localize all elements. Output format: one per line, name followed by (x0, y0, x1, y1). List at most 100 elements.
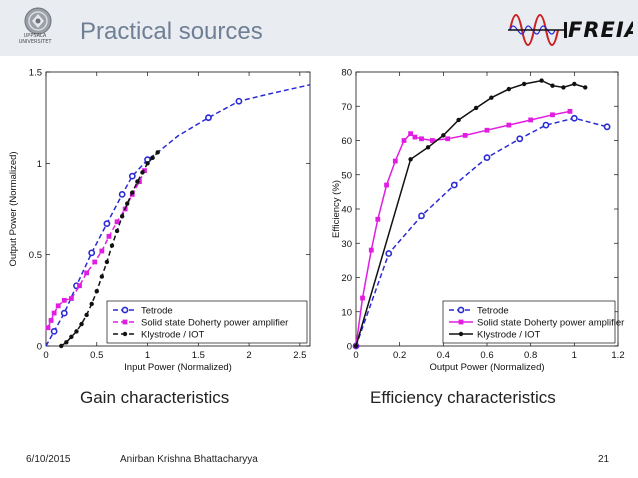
chart1-data-point (539, 78, 544, 83)
chart1-data-point (506, 122, 512, 128)
chart1-data-point (419, 136, 424, 142)
chart1-data-point (384, 182, 389, 188)
chart1-data-point (412, 134, 418, 140)
chart1-x-tick-label: 0 (353, 350, 358, 361)
chart0-x-tick-label: 1 (145, 350, 150, 361)
chart0-data-point (84, 312, 89, 318)
chart1-data-point (542, 121, 550, 129)
chart0-y-tick-label: 0.5 (29, 250, 42, 261)
chart0-data-point (74, 329, 79, 334)
chart1-x-tick-label: 0.4 (437, 350, 450, 361)
freia-logo-text: FREIA (568, 18, 633, 42)
chart1-data-point (408, 157, 413, 162)
chart1-data-point (528, 117, 534, 123)
chart0-data-point (205, 114, 212, 122)
chart1-data-point (368, 247, 374, 253)
chart0-data-point (109, 243, 115, 248)
chart0-data-point (64, 340, 69, 345)
chart0-data-point (135, 179, 140, 184)
efficiency-caption: Efficiency characteristics (370, 388, 556, 407)
chart0-legend-marker (121, 306, 129, 314)
chart0-data-point (51, 310, 57, 316)
chart0-legend-label: Tetrode (141, 306, 173, 317)
chart0-data-point (94, 289, 99, 294)
chart0-data-point (150, 155, 155, 161)
gain-caption: Gain characteristics (80, 388, 230, 407)
chart0-data-point (79, 321, 84, 327)
chart0-plot-area (45, 71, 311, 347)
chart0-data-point (99, 274, 105, 279)
chart0-data-point (89, 301, 94, 307)
chart0-data-point (68, 296, 74, 301)
chart1-data-point (516, 135, 524, 143)
chart0-data-point (59, 343, 64, 349)
slide-header: UPPSALA UNIVERSITET Practical sources FR… (0, 0, 638, 56)
chart0-data-point (77, 283, 82, 289)
chart1-data-point (401, 138, 407, 143)
chart0-x-tick-label: 0 (43, 350, 48, 361)
chart0-data-point (50, 327, 58, 335)
chart1-y-tick-label: 30 (341, 239, 352, 250)
chart1-y-tick-label: 50 (341, 170, 352, 181)
chart0-series-2 (59, 150, 160, 349)
chart0-legend-label: Solid state Doherty power amplifier (141, 318, 288, 329)
chart0-data-point (130, 190, 135, 195)
chart1-x-tick-label: 0.8 (524, 350, 537, 361)
chart1-legend-label: Solid state Doherty power amplifier (477, 318, 624, 329)
chart1-x-axis-label: Output Power (Normalized) (429, 362, 544, 373)
chart0-y-tick-label: 1 (37, 159, 42, 170)
chart0-data-point (155, 150, 160, 155)
chart1-y-tick-label: 80 (341, 68, 352, 79)
chart1-x-tick-label: 1 (572, 350, 577, 361)
chart1-data-point (473, 105, 479, 111)
chart1-series-line (355, 110, 571, 347)
chart1-data-point (521, 81, 527, 87)
chart0-legend-marker (122, 331, 128, 337)
chart0-legend-marker (122, 319, 128, 325)
chart0-legend-label: Klystrode / IOT (141, 330, 205, 341)
chart1-data-point (425, 145, 431, 150)
chart1-legend-marker (458, 331, 464, 337)
chart1-data-point (360, 295, 365, 301)
chart0-data-point (106, 234, 112, 239)
chart1-data-point (456, 117, 461, 123)
chart1-data-point (385, 250, 393, 257)
chart0-data-point (48, 318, 54, 323)
chart0-x-tick-label: 1.5 (192, 350, 205, 361)
chart1-y-tick-label: 0 (347, 342, 352, 353)
chart1-series-0 (352, 114, 611, 350)
chart0-x-axis-label: Input Power (Normalized) (124, 362, 232, 373)
chart1-data-point (484, 127, 490, 133)
chart1-x-tick-label: 0.2 (393, 350, 406, 361)
chart1-data-point (430, 138, 435, 143)
chart0-data-point (119, 214, 125, 219)
chart0-x-tick-label: 2.5 (293, 350, 306, 361)
chart1-data-point (462, 132, 468, 138)
chart1-data-point (418, 212, 425, 220)
chart0-data-point (99, 248, 105, 254)
chart0-data-point (69, 334, 74, 340)
chart1-data-point (483, 154, 491, 162)
chart1-data-point (572, 81, 577, 87)
chart1-legend-marker (457, 306, 465, 314)
chart0-data-point (60, 309, 68, 317)
chart0-y-tick-label: 0 (37, 342, 42, 353)
chart1-data-point (506, 86, 512, 92)
chart0-legend-box (106, 300, 308, 344)
chart1-data-point (550, 112, 555, 118)
chart0-data-point (114, 219, 120, 225)
chart0-data-point (88, 249, 96, 257)
chart1-data-point (450, 181, 458, 189)
freia-logo: FREIA (508, 14, 633, 46)
chart1-data-point (570, 114, 578, 122)
chart1-data-point (441, 133, 446, 138)
chart0-y-tick-label: 1.5 (29, 68, 42, 79)
chart1-data-point (353, 343, 359, 349)
chart1-y-tick-label: 60 (341, 136, 352, 147)
chart1-y-tick-label: 10 (341, 307, 352, 318)
chart0-data-point (84, 270, 90, 276)
chart0-x-tick-label: 2 (246, 350, 251, 361)
chart0-data-point (142, 168, 147, 174)
chart0-data-point (104, 259, 110, 265)
